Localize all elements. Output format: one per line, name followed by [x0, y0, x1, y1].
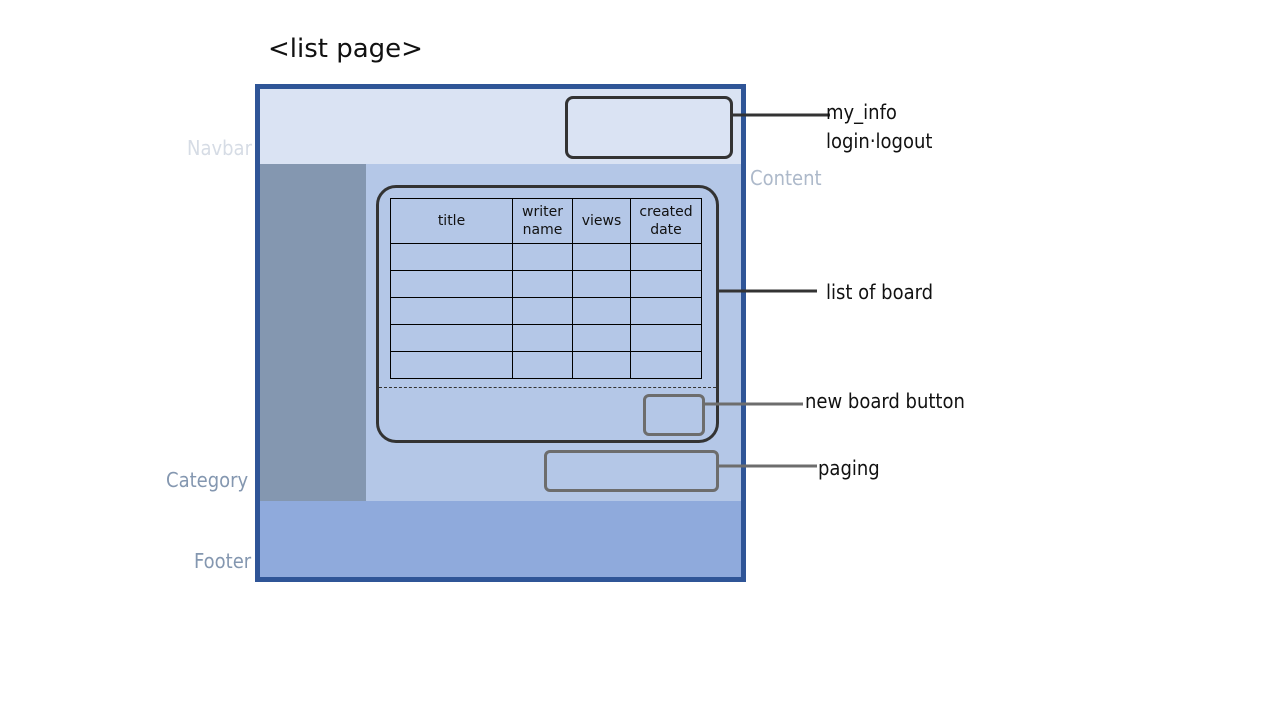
page-heading: <list page>: [268, 34, 423, 64]
table-cell: [630, 270, 702, 298]
table-cell: [512, 351, 573, 379]
table-cell: [630, 324, 702, 352]
paging-annotation: paging: [818, 456, 880, 480]
table-cell: [390, 351, 513, 379]
new-board-button-annotation: new board button: [805, 389, 965, 413]
table-cell: [390, 243, 513, 271]
category-region: [260, 164, 366, 501]
navbar-region: [260, 89, 741, 164]
board-table: title writer name views created date: [390, 198, 702, 379]
table-cell: [512, 297, 573, 325]
new-board-button-box: [643, 394, 705, 436]
column-header: views: [572, 198, 631, 244]
table-cell: [390, 270, 513, 298]
table-cell: [572, 297, 631, 325]
footer-region: [260, 501, 741, 577]
navbar-label: Navbar: [187, 136, 252, 160]
table-row: [390, 270, 702, 298]
table-row: [390, 351, 702, 379]
table-row: [390, 324, 702, 352]
dashed-divider: [379, 387, 716, 388]
board-list-box: [376, 185, 719, 443]
paging-box: [544, 450, 719, 492]
category-label: Category: [166, 468, 249, 492]
table-cell: [630, 243, 702, 271]
login-logout-text: login·logout: [826, 129, 933, 153]
my-info-annotation: my_info login·logout: [826, 98, 932, 156]
footer-label: Footer: [194, 549, 252, 573]
table-cell: [390, 297, 513, 325]
table-row: [390, 297, 702, 325]
list-of-board-annotation: list of board: [826, 280, 934, 304]
my-info-login-box: [565, 96, 733, 159]
table-cell: [572, 243, 631, 271]
content-label: Content: [750, 166, 822, 190]
table-header-row: title writer name views created date: [390, 198, 702, 244]
column-header: created date: [630, 198, 702, 244]
table-cell: [390, 324, 513, 352]
my-info-text: my_info: [826, 100, 897, 124]
table-cell: [630, 351, 702, 379]
column-header: title: [390, 198, 513, 244]
table-row: [390, 243, 702, 271]
table-cell: [572, 351, 631, 379]
table-cell: [630, 297, 702, 325]
table-body: [390, 243, 702, 379]
